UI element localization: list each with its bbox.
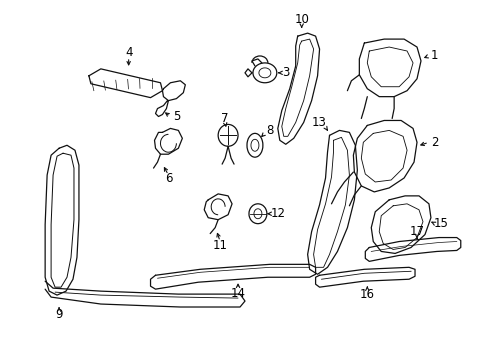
Text: 1: 1 <box>430 49 438 63</box>
Text: 15: 15 <box>432 217 447 230</box>
Text: 7: 7 <box>221 112 228 125</box>
Text: 6: 6 <box>164 171 172 185</box>
Text: 2: 2 <box>430 136 438 149</box>
Text: 13: 13 <box>311 116 326 129</box>
Text: 10: 10 <box>294 13 308 26</box>
Text: 14: 14 <box>230 287 245 300</box>
Text: 8: 8 <box>265 124 273 137</box>
Text: 4: 4 <box>124 46 132 59</box>
Text: 11: 11 <box>212 239 227 252</box>
Text: 5: 5 <box>172 110 180 123</box>
Text: 16: 16 <box>359 288 374 301</box>
Text: 3: 3 <box>282 66 289 79</box>
Text: 12: 12 <box>270 207 285 220</box>
Text: 17: 17 <box>408 225 424 238</box>
Text: 9: 9 <box>55 309 62 321</box>
